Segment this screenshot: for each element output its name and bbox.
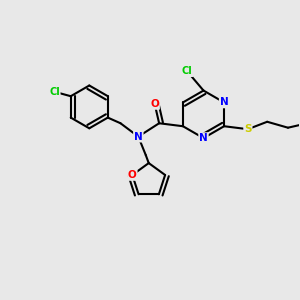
Text: O: O <box>128 170 137 180</box>
Text: Cl: Cl <box>182 66 193 76</box>
Text: Cl: Cl <box>49 87 60 97</box>
Text: N: N <box>199 133 208 143</box>
Text: O: O <box>150 99 159 109</box>
Text: N: N <box>134 132 143 142</box>
Text: S: S <box>244 124 252 134</box>
Text: N: N <box>220 98 229 107</box>
